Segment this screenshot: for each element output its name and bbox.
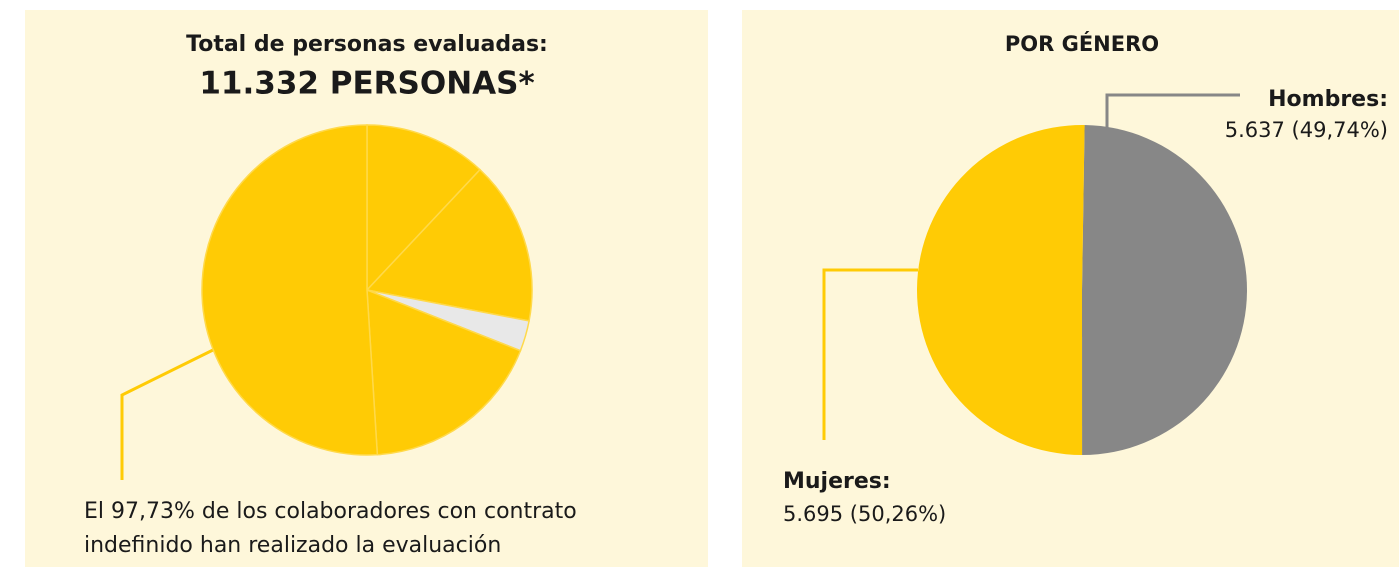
- pie-slice: [201, 124, 379, 456]
- leader-line: [822, 268, 918, 440]
- annotation: El 97,73% de los colaboradores con contr…: [84, 499, 577, 524]
- legend-label: Hombres:: [1268, 87, 1388, 112]
- pie-slice: [366, 124, 482, 292]
- leader-line: [1105, 93, 1240, 128]
- pie-slice: [366, 288, 522, 456]
- data-label: 5.637 (49,74%): [1225, 118, 1388, 142]
- data-label: 5.695 (50,26%): [783, 502, 946, 526]
- legend-label: Mujeres:: [783, 469, 891, 494]
- chart-title: Total de personas evaluadas:: [186, 32, 548, 57]
- chart-subtitle: 11.332 PERSONAS*: [199, 66, 534, 102]
- pie-slice: [1082, 125, 1248, 455]
- leader-line: [120, 348, 214, 480]
- pie-slice: [917, 125, 1085, 455]
- pie-slice: [365, 168, 533, 322]
- pies: [201, 124, 1248, 456]
- annotation: indefinido han realizado la evaluación: [84, 533, 501, 558]
- chart-title: POR GÉNERO: [1005, 31, 1159, 56]
